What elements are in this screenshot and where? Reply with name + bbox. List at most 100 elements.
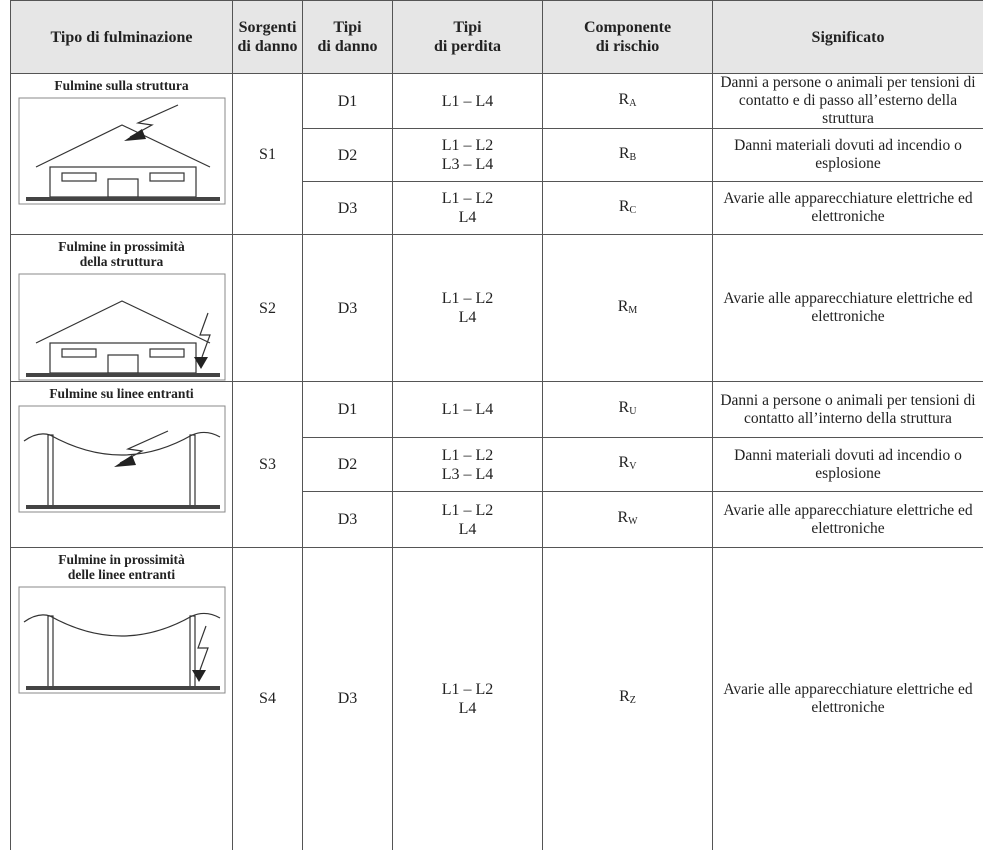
label-line: Fulmine in prossimità — [58, 239, 185, 254]
loss-type: L1 – L2 L4 — [393, 182, 543, 235]
damage-source: S2 — [233, 235, 303, 382]
component-symbol: R — [619, 198, 630, 215]
loss-line: L1 – L2 — [442, 137, 494, 154]
column-header: Tipo di fulminazione — [11, 1, 233, 74]
loss-line: L1 – L2 — [442, 502, 494, 519]
meaning: Danni materiali dovuti ad incendio o esp… — [713, 129, 983, 182]
header-text: di danno — [237, 38, 297, 55]
label-line: della struttura — [80, 254, 164, 269]
column-header: Sorgenti di danno — [233, 1, 303, 74]
label-line: delle linee entranti — [68, 567, 175, 582]
label-line: Fulmine su linee entranti — [49, 386, 193, 401]
risk-component: RC — [543, 182, 713, 235]
loss-type: L1 – L4 — [393, 382, 543, 438]
component-subscript: M — [628, 305, 637, 316]
component-symbol: R — [619, 688, 630, 705]
component-symbol: R — [618, 298, 629, 315]
header-text: Significato — [812, 29, 885, 46]
damage-type: D3 — [303, 182, 393, 235]
header-text: Componente — [584, 19, 671, 36]
loss-line: L1 – L4 — [442, 401, 494, 418]
loss-line: L1 – L2 — [442, 190, 494, 207]
loss-line: L4 — [459, 521, 477, 538]
damage-type: D3 — [303, 235, 393, 382]
damage-source: S3 — [233, 382, 303, 548]
header-text: Sorgenti — [239, 19, 297, 36]
strike-illustration — [18, 273, 226, 381]
component-subscript: Z — [630, 695, 636, 706]
component-symbol: R — [619, 145, 630, 162]
damage-type: D1 — [303, 74, 393, 129]
risk-component: RB — [543, 129, 713, 182]
damage-type: D3 — [303, 548, 393, 850]
header-row: Tipo di fulminazione Sorgenti di danno Tipi… — [11, 1, 983, 74]
damage-source: S1 — [233, 74, 303, 235]
strike-type-cell: Fulmine sulla struttura — [11, 74, 233, 235]
label-line: Fulmine in prossimità — [58, 552, 185, 567]
component-symbol: R — [619, 454, 630, 471]
column-header: Componente di rischio — [543, 1, 713, 74]
risk-component: RV — [543, 438, 713, 492]
risk-component: RU — [543, 382, 713, 438]
loss-line: L1 – L2 — [442, 290, 494, 307]
component-subscript: B — [630, 152, 637, 163]
component-symbol: R — [619, 91, 630, 108]
meaning: Danni a persone o animali per tensioni d… — [713, 74, 983, 129]
loss-line: L4 — [459, 700, 477, 717]
strike-type-label: Fulmine su linee entranti — [15, 386, 228, 401]
damage-type: D2 — [303, 129, 393, 182]
strike-type-label: Fulmine sulla struttura — [15, 78, 228, 93]
damage-type: D3 — [303, 492, 393, 548]
component-subscript: A — [629, 98, 636, 109]
loss-type: L1 – L2 L3 – L4 — [393, 129, 543, 182]
component-subscript: U — [629, 406, 636, 417]
loss-line: L3 – L4 — [442, 466, 494, 483]
loss-line: L1 – L4 — [442, 93, 494, 110]
header-text: Tipi — [333, 19, 361, 36]
lightning-risk-table: Tipo di fulminazione Sorgenti di danno Tipi… — [10, 0, 983, 850]
risk-component: RW — [543, 492, 713, 548]
strike-type-cell: Fulmine su linee entranti — [11, 382, 233, 548]
component-symbol: R — [619, 399, 630, 416]
damage-source: S4 — [233, 548, 303, 850]
risk-component: RA — [543, 74, 713, 129]
header-text: Tipi — [453, 19, 481, 36]
label-line: Fulmine sulla struttura — [54, 78, 188, 93]
loss-line: L1 – L2 — [442, 681, 494, 698]
strike-illustration — [18, 97, 226, 205]
loss-type: L1 – L4 — [393, 74, 543, 129]
header-text: di danno — [317, 38, 377, 55]
component-subscript: V — [629, 461, 636, 472]
component-subscript: C — [630, 205, 637, 216]
risk-component: RM — [543, 235, 713, 382]
strike-illustration — [18, 586, 226, 694]
meaning: Avarie alle apparecchiature elettriche e… — [713, 235, 983, 382]
meaning: Avarie alle apparecchiature elettriche e… — [713, 182, 983, 235]
meaning: Avarie alle apparecchiature elettriche e… — [713, 548, 983, 850]
loss-type: L1 – L2 L4 — [393, 548, 543, 850]
column-header: Significato — [713, 1, 983, 74]
strike-illustration — [18, 405, 226, 513]
header-text: Tipo di fulminazione — [51, 29, 193, 46]
page: Tipo di fulminazione Sorgenti di danno Tipi… — [0, 0, 983, 813]
damage-type: D1 — [303, 382, 393, 438]
meaning: Danni materiali dovuti ad incendio o esp… — [713, 438, 983, 492]
loss-line: L3 – L4 — [442, 156, 494, 173]
header-text: di rischio — [596, 38, 660, 55]
loss-type: L1 – L2 L4 — [393, 492, 543, 548]
component-symbol: R — [617, 509, 628, 526]
component-subscript: W — [628, 516, 637, 527]
loss-line: L4 — [459, 209, 477, 226]
risk-component: RZ — [543, 548, 713, 850]
